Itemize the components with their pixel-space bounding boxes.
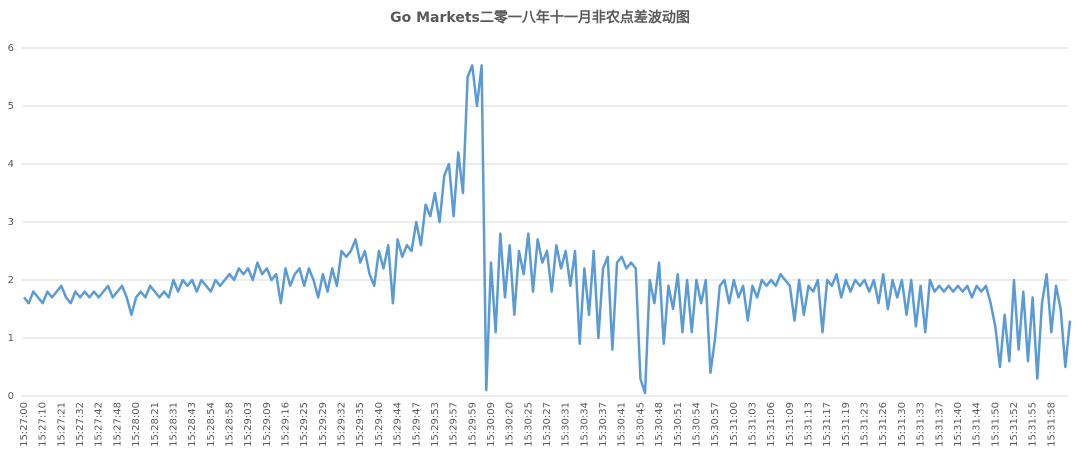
x-tick-label: 15:31:19: [841, 402, 852, 447]
y-tick-label: 0: [8, 391, 14, 402]
x-tick-label: 15:30:31: [561, 402, 572, 447]
x-tick-label: 15:31:44: [972, 402, 983, 447]
x-tick-label: 15:29:59: [467, 402, 478, 447]
x-tick-label: 15:31:23: [860, 402, 871, 447]
x-tick-label: 15:27:48: [112, 402, 123, 447]
y-tick-label: 1: [8, 333, 14, 344]
x-tick-label: 15:29:29: [318, 402, 329, 447]
x-tick-label: 15:30:51: [673, 402, 684, 447]
x-tick-label: 15:29:57: [449, 402, 460, 447]
x-tick-label: 15:28:43: [187, 402, 198, 447]
x-tick-label: 15:27:10: [38, 402, 49, 447]
y-tick-label: 5: [8, 101, 14, 112]
x-tick-label: 15:30:27: [542, 402, 553, 447]
x-tick-label: 15:31:52: [1009, 402, 1020, 447]
x-tick-label: 15:29:47: [411, 402, 422, 447]
x-tick-label: 15:31:30: [897, 402, 908, 447]
x-tick-label: 15:31:37: [934, 402, 945, 447]
x-tick-label: 15:31:03: [747, 402, 758, 447]
x-tick-label: 15:30:20: [505, 402, 516, 447]
data-line: [23, 64, 1072, 395]
x-tick-label: 15:29:16: [281, 402, 292, 447]
x-tick-label: 15:30:37: [598, 402, 609, 447]
y-tick-label: 3: [8, 217, 14, 228]
x-tick-label: 15:29:25: [299, 402, 310, 447]
x-tick-label: 15:28:00: [131, 402, 142, 447]
x-tick-label: 15:30:09: [486, 402, 497, 447]
x-tick-label: 15:29:53: [430, 402, 441, 447]
x-tick-label: 15:27:00: [19, 402, 30, 447]
x-tick-label: 15:31:06: [766, 402, 777, 447]
x-tick-label: 15:31:17: [822, 402, 833, 447]
y-tick-label: 6: [8, 43, 14, 54]
x-tick-label: 15:31:13: [804, 402, 815, 447]
x-tick-label: 15:29:03: [243, 402, 254, 447]
x-tick-label: 15:30:57: [710, 402, 721, 447]
x-tick-label: 15:30:45: [635, 402, 646, 447]
x-tick-label: 15:30:41: [617, 402, 628, 447]
x-tick-label: 15:27:32: [75, 402, 86, 447]
x-tick-label: 15:31:50: [990, 402, 1001, 447]
y-tick-label: 4: [8, 159, 14, 170]
x-tick-label: 15:27:42: [94, 402, 105, 447]
x-tick-label: 15:29:09: [262, 402, 273, 447]
x-tick-label: 15:29:32: [337, 402, 348, 447]
x-tick-label: 15:29:35: [355, 402, 366, 447]
x-tick-label: 15:31:40: [953, 402, 964, 447]
x-tick-label: 15:31:00: [729, 402, 740, 447]
x-tick-label: 15:28:54: [206, 402, 217, 447]
x-tick-label: 15:31:55: [1028, 402, 1039, 447]
y-tick-label: 2: [8, 275, 14, 286]
x-tick-label: 15:29:40: [374, 402, 385, 447]
x-tick-label: 15:30:34: [579, 402, 590, 447]
x-tick-label: 15:31:09: [785, 402, 796, 447]
x-tick-label: 15:30:54: [691, 402, 702, 447]
x-tick-label: 15:28:21: [150, 402, 161, 447]
x-tick-label: 15:28:58: [224, 402, 235, 447]
x-tick-label: 15:28:31: [168, 402, 179, 447]
x-tick-label: 15:29:44: [393, 402, 404, 447]
x-tick-label: 15:27:21: [56, 402, 67, 447]
chart-title: Go Markets二零一八年十一月非农点差波动图: [390, 9, 690, 26]
x-tick-label: 15:30:25: [523, 402, 534, 447]
x-tick-label: 15:30:48: [654, 402, 665, 447]
x-tick-label: 15:31:33: [916, 402, 927, 447]
x-tick-label: 15:31:26: [878, 402, 889, 447]
x-tick-label: 15:31:58: [1046, 402, 1057, 447]
